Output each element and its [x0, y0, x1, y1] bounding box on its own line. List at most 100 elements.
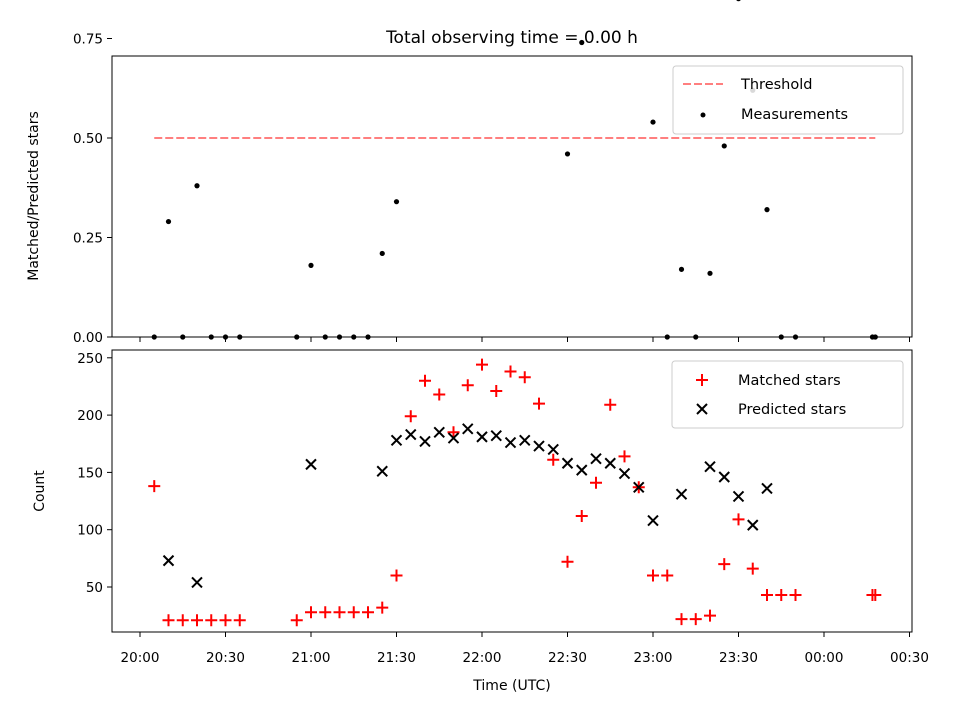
top-y-tick-label: 0.25: [73, 231, 103, 247]
legend-matched-swatch: [696, 374, 708, 386]
predicted-stars-point: [504, 436, 517, 449]
matched-stars-point: [647, 569, 659, 582]
matched-stars-point: [518, 371, 531, 384]
predicted-stars-point: [433, 426, 445, 438]
bottom-y-ticks: 50 100 150 200 250: [77, 351, 112, 596]
measurement-point: [308, 262, 314, 268]
predicted-stars-point: [561, 457, 574, 469]
matched-stars-point: [404, 410, 417, 423]
predicted-stars-point: [305, 458, 317, 471]
matched-stars-point: [305, 606, 317, 619]
bottom-legend: Matched stars Predicted stars: [671, 360, 904, 429]
predicted-stars-point: [547, 443, 559, 456]
measurement-point: [393, 199, 400, 205]
bottom-y-tick-label: 50: [86, 580, 103, 596]
predicted-stars-point: [519, 434, 531, 447]
matched-stars-point: [148, 480, 161, 493]
legend-measurements-swatch: [700, 112, 706, 118]
matched-stars-point: [746, 562, 759, 575]
x-tick-label: 22:30: [548, 650, 587, 666]
matched-stars-point: [461, 379, 474, 392]
matched-stars-point: [233, 614, 246, 627]
predicted-stars-point: [533, 440, 545, 452]
measurement-point: [678, 266, 685, 272]
matched-stars-point: [689, 613, 702, 626]
predicted-stars-point: [647, 514, 659, 527]
bottom-y-tick-label: 100: [77, 523, 103, 539]
predicted-stars-point: [633, 481, 645, 494]
matched-stars-point: [590, 476, 602, 489]
predicted-stars-point: [462, 423, 474, 435]
matched-stars-point: [504, 365, 517, 378]
matched-stars-point: [476, 358, 488, 371]
measurement-point: [194, 183, 200, 189]
matched-stars-point: [191, 614, 203, 627]
top-y-tick-label: 0.75: [73, 32, 103, 48]
matched-stars-point: [775, 589, 788, 602]
x-tick-label: 00:00: [805, 650, 844, 666]
predicted-stars-point: [675, 488, 688, 500]
measurement-point: [764, 207, 770, 213]
bottom-plot-area: [148, 358, 882, 627]
bottom-y-tick-label: 250: [77, 351, 103, 367]
matched-stars-point: [362, 606, 374, 619]
top-panel: 0.000.250.500.751.001.25 Matched/Predict…: [26, 0, 913, 346]
x-tick-label: 23:30: [719, 650, 758, 666]
matched-stars-point: [704, 609, 716, 622]
predicted-stars-point: [718, 471, 730, 483]
measurement-point: [707, 270, 713, 276]
legend-threshold-label: Threshold: [740, 77, 812, 93]
matched-stars-point: [732, 513, 745, 526]
predicted-stars-point: [704, 460, 716, 473]
matched-stars-point: [561, 555, 574, 568]
matched-stars-point: [419, 374, 431, 387]
top-legend-box: [672, 65, 904, 135]
x-axis-label: Time (UTC): [472, 678, 550, 694]
predicted-stars-point: [476, 431, 488, 443]
matched-stars-point: [490, 385, 503, 398]
measurement-point: [564, 151, 571, 157]
measurement-point: [165, 218, 172, 225]
top-x-ticks: [139, 337, 910, 342]
predicted-stars-point: [191, 576, 203, 589]
matched-stars-point: [319, 606, 332, 619]
predicted-stars-point: [162, 554, 175, 567]
predicted-stars-point: [732, 490, 745, 503]
matched-stars-point: [789, 589, 802, 602]
top-y-ticks: 0.000.250.500.751.001.25: [73, 32, 112, 346]
predicted-stars-point: [419, 435, 431, 448]
bottom-y-tick-label: 200: [77, 408, 103, 424]
matched-stars-point: [219, 614, 232, 627]
predicted-stars-point: [747, 519, 759, 531]
matched-stars-point: [162, 614, 175, 627]
predicted-stars-point: [490, 430, 502, 442]
matched-stars-point: [869, 589, 882, 602]
predicted-stars-point: [576, 464, 588, 476]
top-axes-frame: [111, 55, 913, 338]
matched-stars-point: [376, 601, 389, 614]
predicted-stars-point: [390, 434, 403, 447]
predicted-stars-point: [604, 457, 616, 469]
x-tick-label: 21:00: [292, 650, 331, 666]
matched-stars-point: [447, 426, 460, 439]
x-tick-label: 20:00: [121, 650, 160, 666]
measurement-point: [736, 0, 741, 2]
matched-stars-point: [547, 453, 560, 466]
matched-stars-point: [333, 606, 346, 619]
matched-stars-point: [675, 613, 688, 626]
matched-stars-point: [661, 569, 674, 582]
bottom-x-ticks: 20:00 20:30 21:00 21:30 22:00 22:30 23:00 23:30…: [121, 632, 929, 666]
measurement-point: [579, 39, 585, 46]
bottom-panel: 50 100 150 200 250 20:00 20:30 21:00 21:30 22:00…: [32, 349, 929, 694]
matched-stars-point: [347, 606, 360, 619]
x-tick-label: 20:30: [206, 650, 245, 666]
matched-stars-point: [761, 589, 773, 602]
x-tick-label: 00:30: [890, 650, 929, 666]
top-legend: Threshold Measurements: [672, 65, 904, 135]
matched-stars-point: [718, 558, 731, 571]
legend-matched-label: Matched stars: [738, 373, 841, 389]
bottom-y-tick-label: 150: [77, 465, 103, 481]
bottom-y-axis-label: Count: [32, 470, 48, 512]
chart-title: Total observing time = 0.00 h: [385, 28, 638, 48]
